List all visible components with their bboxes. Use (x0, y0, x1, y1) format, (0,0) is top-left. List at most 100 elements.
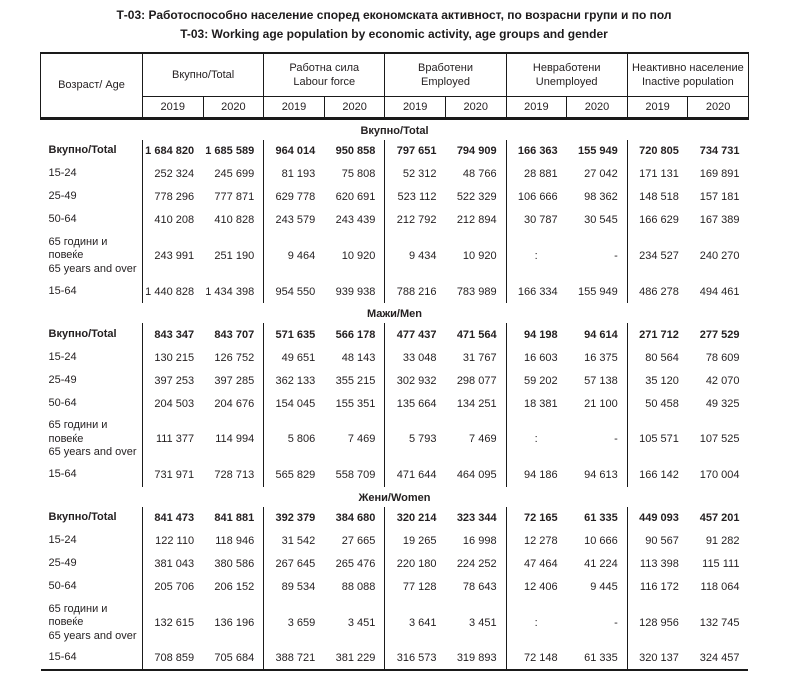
value-cell: - (614, 433, 618, 446)
value-cell: 10 920 (341, 249, 376, 262)
value-cell: 59 202 (505, 369, 567, 392)
value-cell: 31 767 (462, 351, 497, 364)
value-cell: 841 881 (214, 512, 255, 524)
value-cell: : (505, 415, 567, 464)
value-cell: 964 014 (263, 139, 325, 163)
value-cell: 243 439 (335, 214, 376, 226)
value-cell: 80 564 (626, 346, 688, 369)
value-cell: 204 676 (214, 397, 255, 410)
value-cell: 57 138 (584, 374, 618, 387)
column-group-total: Вкупно/Total (141, 52, 265, 97)
value-cell: 48 143 (341, 351, 376, 364)
value-cell: 155 949 (578, 285, 618, 298)
value-cell: 939 938 (335, 285, 376, 298)
value-cell: 126 752 (214, 351, 255, 364)
value-cell: 251 190 (214, 249, 255, 262)
value-cell: 783 989 (456, 285, 497, 298)
value-cell: 629 778 (263, 185, 325, 209)
value-cell: 30 545 (584, 214, 618, 226)
value-cell: 277 529 (699, 328, 740, 341)
value-cell: 50 458 (626, 392, 688, 415)
column-group-employed: Вработени Employed (384, 52, 507, 97)
value-cell: 388 721 (263, 647, 325, 670)
table-row: Вкупно/Total 841 473 841 881 392 379 384 680… (41, 506, 749, 530)
value-cell: 12 278 (505, 529, 567, 553)
value-cell: 323 344 (456, 512, 497, 524)
value-cell: 116 172 (626, 575, 688, 599)
value-cell: 135 664 (384, 392, 446, 415)
value-cell: 21 100 (584, 397, 618, 410)
value-cell: 16 998 (462, 535, 497, 547)
table-section: Жени/Women Вкупно/Total 841 473 841 881 392 … (41, 487, 749, 670)
value-cell: 88 088 (341, 581, 376, 593)
year-header: 2019 (505, 95, 568, 120)
value-cell: 166 142 (626, 463, 688, 487)
value-cell: 81 193 (263, 162, 325, 186)
value-cell: 12 406 (505, 575, 567, 599)
column-group-unemployed: Невработени Unemployed (505, 52, 628, 97)
value-cell: 728 713 (214, 469, 255, 481)
value-cell: 132 615 (142, 598, 204, 647)
value-cell: 234 527 (626, 231, 688, 280)
value-cell: 30 787 (505, 208, 567, 232)
value-cell: 298 077 (456, 374, 497, 387)
value-cell: 3 451 (469, 616, 497, 629)
value-cell: 28 881 (505, 162, 567, 186)
value-cell: 212 792 (384, 208, 446, 232)
value-cell: 319 893 (456, 652, 497, 664)
table-row: 50-64 410 208 410 828 243 579 243 439 212 792… (41, 208, 749, 232)
value-cell: 1 684 820 (142, 139, 204, 163)
table-section: Мажи/Men Вкупно/Total 843 347 843 707 571 63… (41, 303, 749, 487)
value-cell: 61 335 (584, 512, 618, 524)
row-label: 25-49 (48, 373, 77, 386)
table-container: Т-03: Работоспособно население според ек… (40, 6, 749, 683)
value-cell: 302 932 (384, 369, 446, 392)
table-row: 65 години и повеќе 65 years and over 111 … (41, 415, 749, 464)
value-cell: 77 128 (384, 575, 446, 599)
column-group-labour-force: Работна сила Labour force (263, 52, 386, 97)
value-cell: 154 045 (263, 392, 325, 415)
value-cell: 27 665 (341, 535, 376, 547)
value-cell: 212 894 (456, 214, 497, 226)
value-cell: 94 613 (584, 469, 618, 481)
value-cell: 522 329 (456, 191, 497, 203)
value-cell: 449 093 (626, 506, 688, 530)
value-cell: 494 461 (699, 285, 740, 298)
year-header: 2020 (444, 95, 507, 120)
value-cell: 794 909 (456, 145, 497, 157)
value-cell: 5 806 (263, 415, 325, 464)
value-cell: 48 766 (462, 168, 497, 180)
value-cell: 170 004 (699, 469, 740, 481)
title-english: T-03: Working age population by economic… (180, 27, 608, 41)
value-cell: 708 859 (142, 647, 204, 670)
value-cell: 243 991 (142, 231, 204, 280)
value-cell: 155 949 (578, 145, 618, 157)
value-cell: 464 095 (456, 469, 497, 481)
value-cell: 797 651 (384, 139, 446, 163)
value-cell: 384 680 (335, 512, 376, 524)
row-label: 65 години и повеќе 65 years and over (48, 419, 137, 458)
value-cell: 91 282 (705, 535, 740, 547)
value-cell: 471 644 (384, 463, 446, 487)
year-header: 2019 (142, 95, 204, 120)
value-cell: 950 858 (335, 145, 376, 157)
table-titles: Т-03: Работоспособно население според ек… (40, 6, 748, 44)
row-label: 25-49 (48, 557, 77, 570)
value-cell: 169 891 (699, 168, 740, 180)
row-label: 15-64 (48, 468, 77, 481)
value-cell: 42 070 (705, 374, 740, 387)
value-cell: 1 440 828 (142, 280, 204, 303)
value-cell: 115 111 (702, 558, 740, 570)
value-cell: 155 351 (335, 397, 376, 410)
row-label: Вкупно/Total (48, 511, 117, 524)
table-row: 15-24 122 110 118 946 31 542 27 665 19 265 16 … (41, 529, 749, 553)
row-label: Вкупно/Total (48, 327, 117, 340)
value-cell: 320 137 (626, 647, 688, 670)
year-header: 2019 (626, 95, 689, 120)
row-label: 65 години и повеќе 65 years and over (48, 235, 137, 275)
year-header: 2020 (687, 95, 749, 120)
value-cell: 94 198 (505, 323, 567, 346)
year-header: 2019 (384, 95, 446, 120)
row-label: 15-24 (48, 167, 77, 180)
